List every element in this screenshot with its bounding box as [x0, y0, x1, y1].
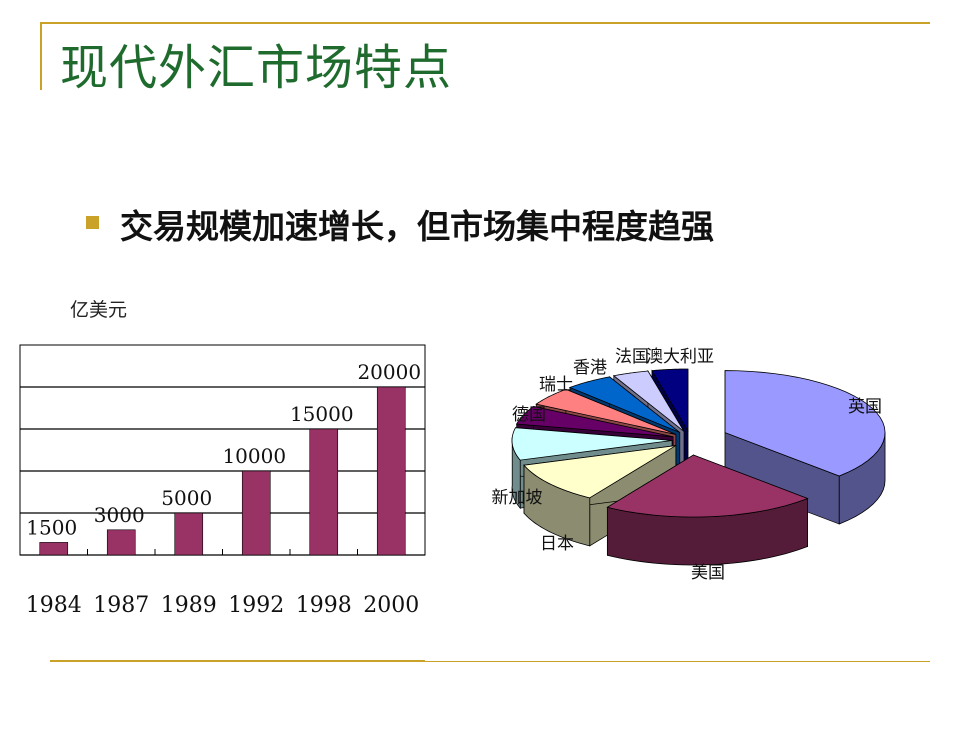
bar-value-label: 3000	[94, 503, 145, 527]
x-tick-label: 1998	[296, 593, 352, 618]
pie-label: 德国	[512, 405, 546, 425]
bullet-text: 交易规模加速增长，但市场集中程度趋强	[120, 207, 714, 246]
bar-value-label: 15000	[290, 402, 354, 426]
slide-title: 现代外汇市场特点	[60, 40, 453, 96]
bar-1984	[39, 542, 69, 556]
y-unit-label: 亿美元	[70, 299, 128, 321]
pie-slice-英国	[724, 370, 886, 525]
pie-label: 新加坡	[492, 488, 543, 508]
x-tick-label: 1987	[93, 593, 149, 618]
pie-label: 香港	[573, 358, 607, 378]
pie-label: 日本	[540, 534, 574, 554]
title-rule-left	[40, 22, 42, 90]
bar-value-label: 10000	[222, 444, 286, 468]
x-tick-label: 2000	[363, 593, 419, 618]
bar-value-label: 20000	[357, 360, 421, 384]
bullet-square-icon	[86, 216, 99, 229]
title-rule-top	[40, 22, 930, 24]
x-tick-label: 1989	[161, 593, 217, 618]
bar-2000	[376, 386, 406, 556]
bottom-rule-right	[425, 661, 930, 662]
pie-label: 法国	[615, 347, 649, 367]
bar-value-label: 5000	[161, 486, 212, 510]
x-tick-label: 1984	[26, 593, 82, 618]
pie-label: 瑞士	[539, 375, 573, 395]
pie-label: 澳大利亚	[646, 347, 714, 367]
bar-1992	[241, 470, 271, 556]
bar-1987	[106, 529, 136, 556]
bar-1998	[309, 428, 339, 556]
pie-label: 英国	[848, 397, 882, 417]
x-tick-label: 1992	[228, 593, 284, 618]
bar-value-label: 1500	[26, 515, 77, 539]
bottom-rule-left	[50, 660, 425, 662]
pie-slice-美国	[606, 454, 809, 566]
pie-label: 美国	[691, 563, 725, 583]
bar-1989	[174, 512, 204, 556]
